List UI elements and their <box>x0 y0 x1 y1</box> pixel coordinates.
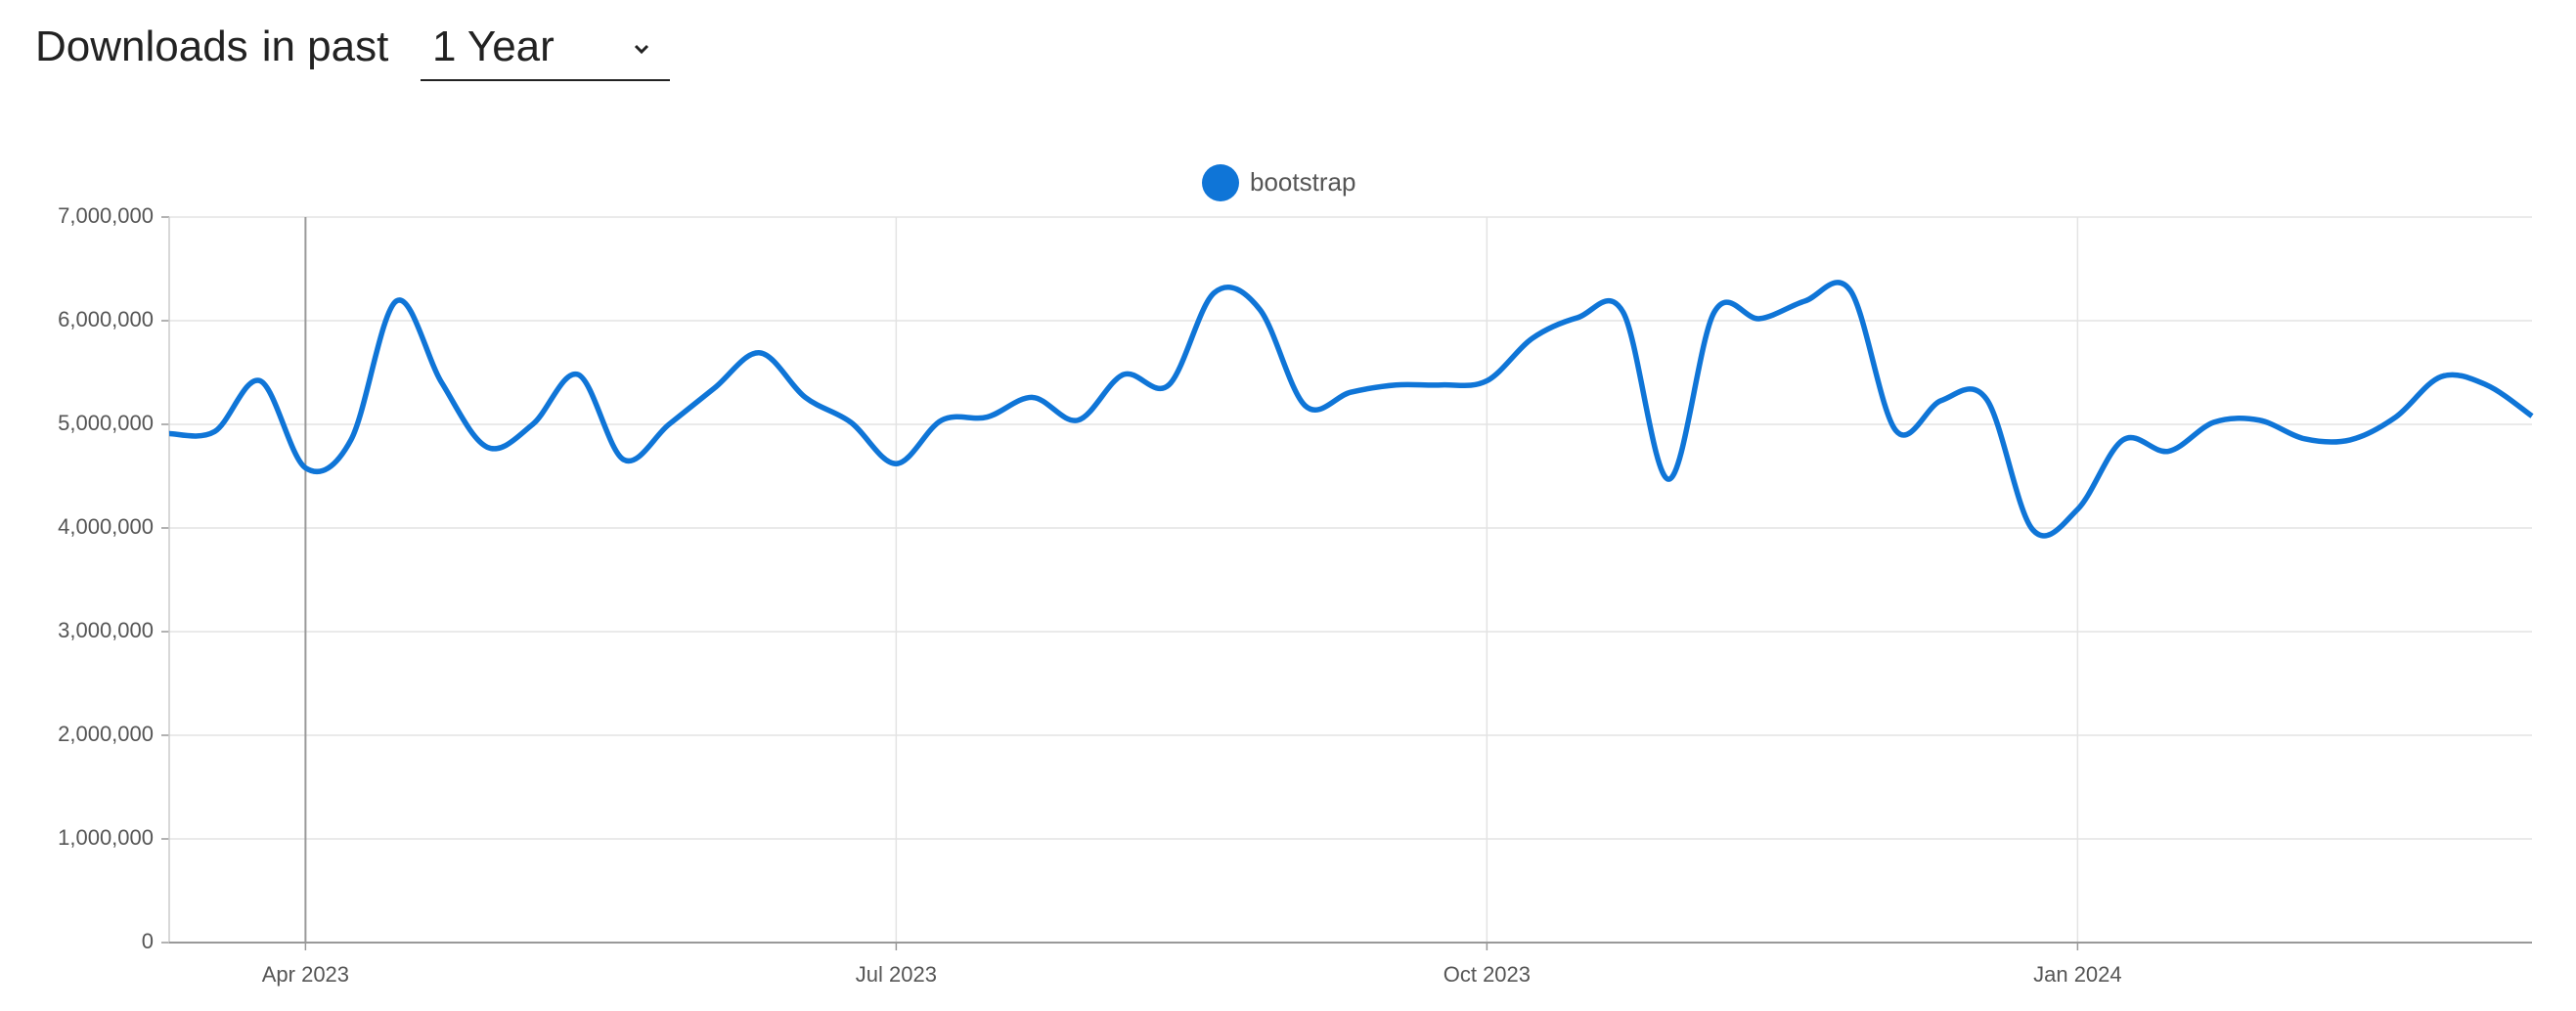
y-tick-label: 3,000,000 <box>58 618 154 642</box>
y-tick-label: 2,000,000 <box>58 722 154 746</box>
y-tick-label: 4,000,000 <box>58 514 154 539</box>
title: Downloads <box>35 22 248 70</box>
x-tick-label: Jul 2023 <box>856 962 937 987</box>
legend-label: bootstrap <box>1250 167 1355 197</box>
x-tick-label: Jan 2024 <box>2033 962 2122 987</box>
header-title: Downloads in past <box>35 22 388 70</box>
y-tick-label: 7,000,000 <box>58 203 154 228</box>
legend-swatch <box>1202 164 1239 201</box>
x-tick-label: Oct 2023 <box>1443 962 1531 987</box>
y-tick-label: 1,000,000 <box>58 825 154 850</box>
y-tick-label: 6,000,000 <box>58 307 154 331</box>
range-select[interactable]: 1 Year <box>421 22 670 81</box>
chevron <box>634 44 649 55</box>
range-value[interactable]: 1 Year <box>432 22 555 70</box>
y-tick-label: 5,000,000 <box>58 411 154 435</box>
y-tick-label: 0 <box>142 929 154 953</box>
subtitle: in past <box>262 22 389 70</box>
x-tick-label: Apr 2023 <box>262 962 349 987</box>
line-series <box>168 280 2534 539</box>
